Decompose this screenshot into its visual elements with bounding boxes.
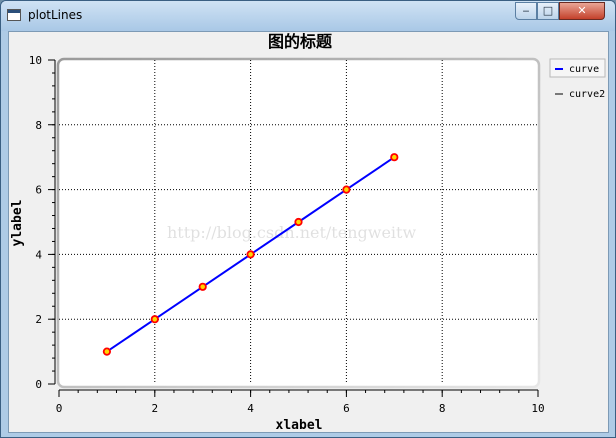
x-tick-label: 0	[56, 402, 63, 415]
plot-svg: 图的标题 0 2 4 6 8 10 0 2 4 6 8 10 xlabel ylabel http:…	[10, 32, 606, 433]
x-tick-label: 6	[343, 402, 350, 415]
title-bar[interactable]: plotLines ‒ □ ✕	[1, 1, 615, 31]
data-point-curve	[294, 217, 303, 227]
plot-widget: 图的标题 0 2 4 6 8 10 0 2 4 6 8 10 xlabel ylabel http:…	[8, 31, 609, 433]
y-tick-label: 10	[29, 54, 42, 67]
series-layer	[102, 153, 399, 356]
app-window-icon	[7, 9, 21, 21]
plot-title: 图的标题	[268, 32, 333, 51]
y-tick-label: 8	[35, 119, 42, 132]
x-tick-label: 10	[531, 402, 544, 415]
close-button[interactable]: ✕	[559, 2, 605, 20]
data-point-curve	[102, 347, 112, 356]
minimize-button[interactable]: ‒	[515, 2, 537, 20]
x-axis: 0 2 4 6 8 10	[56, 389, 545, 415]
y-axis-title: ylabel	[10, 200, 25, 247]
y-axis: 0 2 4 6 8 10	[29, 54, 56, 391]
y-tick-label: 0	[35, 378, 42, 391]
data-point-curve	[246, 250, 255, 259]
data-point-curve	[198, 282, 207, 291]
legend: curve curve2	[549, 58, 606, 100]
x-tick-label: 4	[247, 402, 254, 415]
data-point-curve	[390, 153, 399, 162]
window-title: plotLines	[28, 8, 83, 22]
data-point-curve	[150, 315, 159, 324]
y-tick-label: 4	[35, 248, 42, 261]
y-tick-label: 6	[35, 184, 42, 197]
x-tick-label: 2	[151, 402, 158, 415]
x-tick-label: 8	[439, 402, 446, 415]
data-point-curve	[342, 185, 351, 194]
grid	[59, 60, 538, 384]
legend-label-curve[interactable]: curve	[569, 64, 599, 75]
watermark: http://blog.csdn.net/tengweitw	[167, 223, 416, 242]
maximize-button[interactable]: □	[537, 2, 559, 20]
x-axis-title: xlabel	[276, 418, 323, 433]
legend-item-curve-frame[interactable]	[549, 58, 606, 78]
y-tick-label: 2	[35, 313, 42, 326]
legend-label-curve2[interactable]: curve2	[569, 89, 605, 100]
